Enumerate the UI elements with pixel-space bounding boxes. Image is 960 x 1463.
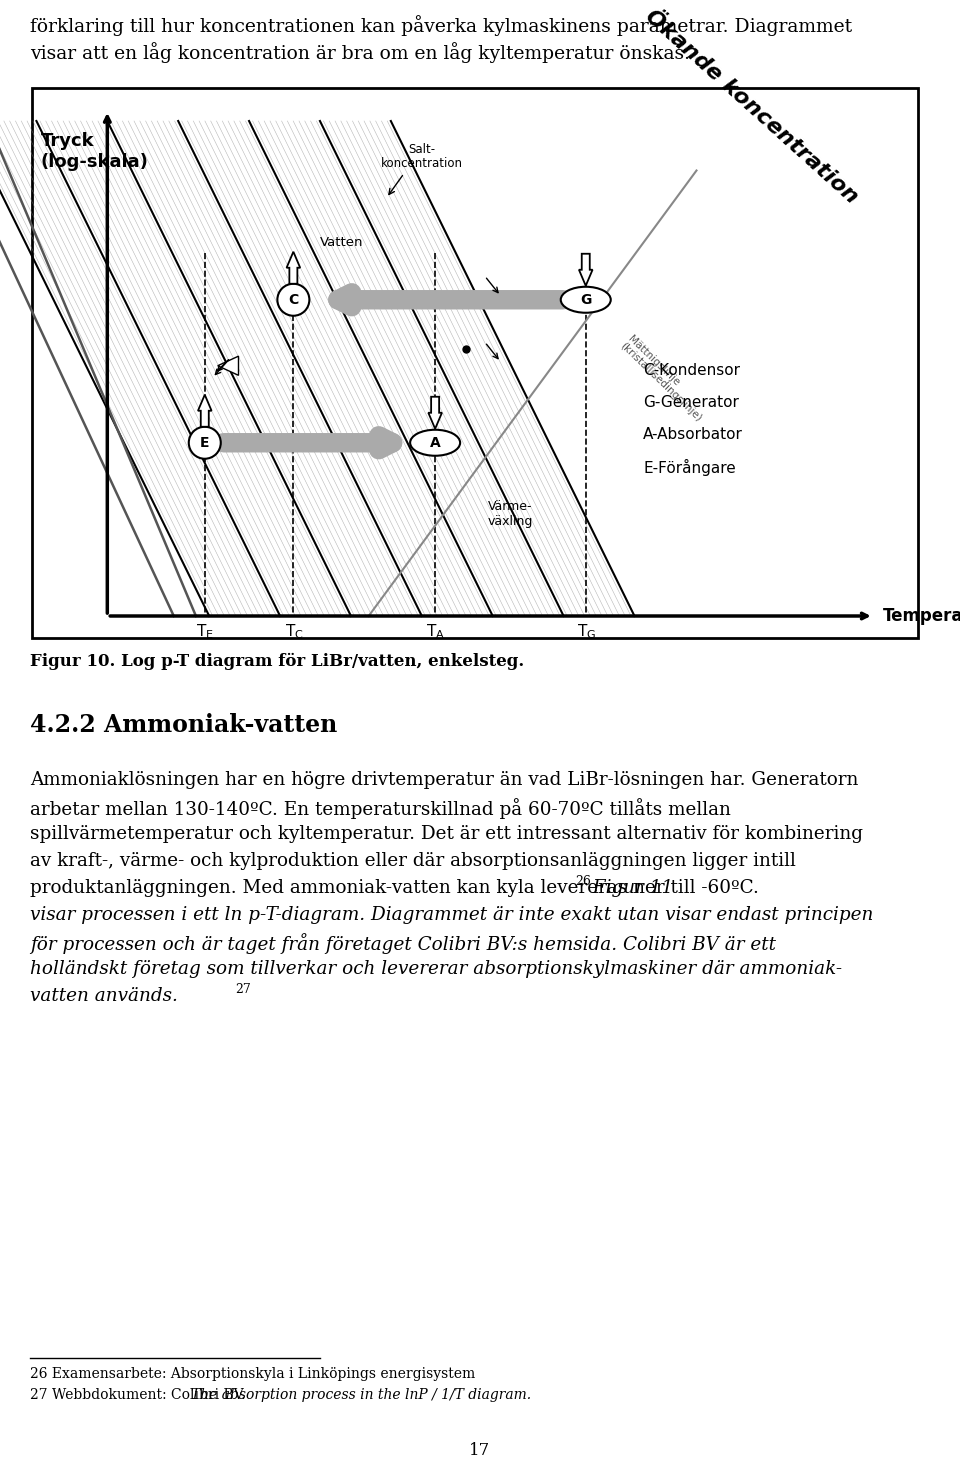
Text: 26 Examensarbete: Absorptionskyla i Linköpings energisystem: 26 Examensarbete: Absorptionskyla i Link…	[30, 1366, 475, 1381]
Polygon shape	[579, 253, 592, 285]
Text: Ökande koncentration: Ökande koncentration	[641, 6, 862, 208]
Text: för processen och är taget från företaget Colibri BV:s hemsida. Colibri BV är et: för processen och är taget från företage…	[30, 933, 776, 954]
Text: visar att en låg koncentration är bra om en låg kyltemperatur önskas.: visar att en låg koncentration är bra om…	[30, 42, 690, 63]
Text: Ammoniaklösningen har en högre drivtemperatur än vad LiBr-lösningen har. Generat: Ammoniaklösningen har en högre drivtempe…	[30, 771, 858, 789]
Polygon shape	[218, 356, 238, 376]
Text: G: G	[580, 293, 591, 307]
Circle shape	[277, 284, 309, 316]
Text: Mättnigslinje
(kristallisedingslinje): Mättnigslinje (kristallisedingslinje)	[618, 334, 711, 424]
Text: 27 Webbdokument: Colibri BV.: 27 Webbdokument: Colibri BV.	[30, 1388, 250, 1402]
Text: förklaring till hur koncentrationen kan påverka kylmaskinens parametrar. Diagram: förklaring till hur koncentrationen kan …	[30, 15, 852, 37]
Polygon shape	[198, 395, 211, 427]
Text: spillvärmetemperatur och kyltemperatur. Det är ett intressant alternativ för kom: spillvärmetemperatur och kyltemperatur. …	[30, 825, 863, 843]
Text: The absorption process in the lnP / 1/T diagram.: The absorption process in the lnP / 1/T …	[191, 1388, 531, 1402]
Text: C: C	[295, 631, 302, 639]
Text: av kraft-, värme- och kylproduktion eller där absorptionsanläggningen ligger int: av kraft-, värme- och kylproduktion elle…	[30, 851, 796, 870]
Text: A: A	[436, 631, 444, 639]
Text: T: T	[578, 625, 588, 639]
Text: E: E	[200, 436, 209, 449]
Text: A-Absorbator: A-Absorbator	[643, 427, 743, 442]
Text: arbetar mellan 130-140ºC. En temperaturskillnad på 60-70ºC tillåts mellan: arbetar mellan 130-140ºC. En temperaturs…	[30, 797, 731, 819]
Text: T: T	[427, 625, 437, 639]
Text: A: A	[430, 436, 441, 449]
Text: G-Generator: G-Generator	[643, 395, 739, 410]
Circle shape	[189, 427, 221, 459]
Text: 4.2.2 Ammoniak-vatten: 4.2.2 Ammoniak-vatten	[30, 712, 337, 737]
Text: 26: 26	[575, 875, 590, 888]
Polygon shape	[428, 396, 442, 429]
Text: vatten används.: vatten används.	[30, 988, 178, 1005]
Ellipse shape	[561, 287, 611, 313]
Text: E-Förångare: E-Förångare	[643, 459, 736, 475]
Text: 17: 17	[469, 1443, 491, 1459]
Text: Salt-
koncentration: Salt- koncentration	[381, 143, 463, 170]
Text: visar processen i ett ln p-T-diagram. Diagrammet är inte exakt utan visar endast: visar processen i ett ln p-T-diagram. Di…	[30, 906, 874, 925]
Text: Figur 10. Log p-T diagram för LiBr/vatten, enkelsteg.: Figur 10. Log p-T diagram för LiBr/vatte…	[30, 652, 524, 670]
Text: T: T	[286, 625, 295, 639]
Bar	[32, 88, 918, 638]
Text: Temperatur: Temperatur	[882, 607, 960, 625]
Text: produktanläggningen. Med ammoniak-vatten kan kyla levereras ner till -60ºC.: produktanläggningen. Med ammoniak-vatten…	[30, 879, 758, 897]
Text: Värme-
växling: Värme- växling	[488, 500, 533, 528]
Text: T: T	[197, 625, 206, 639]
Text: 27: 27	[235, 983, 251, 996]
Ellipse shape	[410, 430, 460, 456]
Text: G: G	[587, 631, 595, 639]
Text: Tryck
(log-skala): Tryck (log-skala)	[41, 132, 149, 171]
Text: C: C	[288, 293, 299, 307]
Text: holländskt företag som tillverkar och levererar absorptionskylmaskiner där ammon: holländskt företag som tillverkar och le…	[30, 960, 842, 977]
Text: E: E	[206, 631, 213, 639]
Text: Vatten: Vatten	[321, 236, 364, 249]
Text: C-Kondensor: C-Kondensor	[643, 363, 740, 377]
Text: Figur 11: Figur 11	[587, 879, 673, 897]
Polygon shape	[287, 252, 300, 284]
